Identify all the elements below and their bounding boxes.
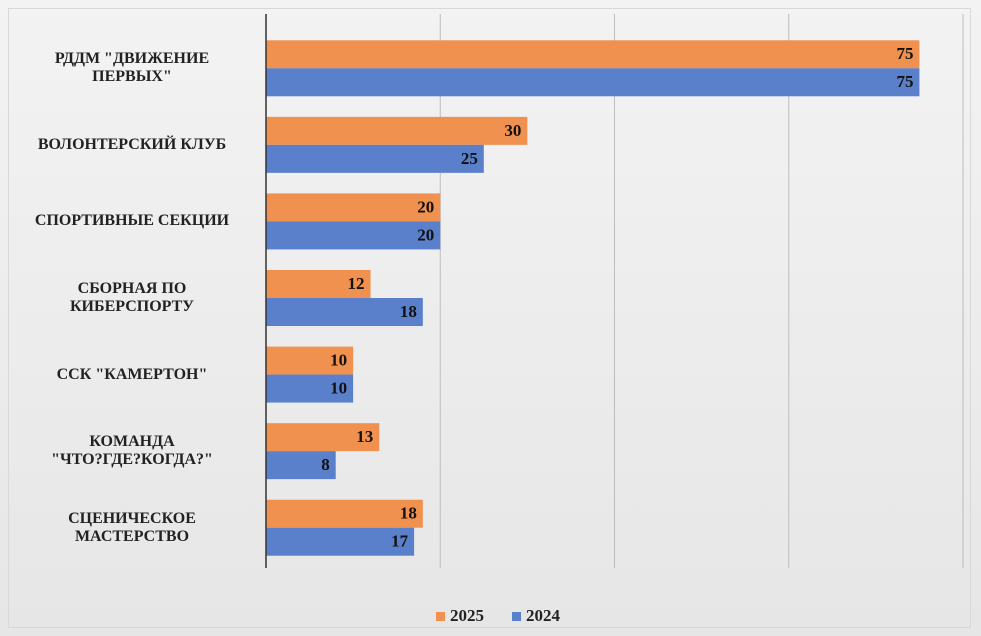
bar bbox=[266, 116, 528, 145]
data-label: 75 bbox=[896, 44, 913, 63]
bar bbox=[266, 527, 415, 556]
data-label: 30 bbox=[504, 121, 521, 140]
data-label: 10 bbox=[330, 378, 347, 397]
bar bbox=[266, 193, 441, 222]
data-label: 25 bbox=[461, 149, 478, 168]
data-label: 20 bbox=[417, 225, 434, 244]
data-label: 18 bbox=[400, 302, 417, 321]
bar bbox=[266, 423, 380, 452]
category-label: РДДМ "ДВИЖЕНИЕ ПЕРВЫХ" bbox=[54, 50, 210, 86]
data-label: 8 bbox=[321, 455, 330, 474]
bar bbox=[266, 40, 920, 69]
category-label: ВОЛОНТЕРСКИЙ КЛУБ bbox=[37, 135, 227, 153]
data-label: 13 bbox=[356, 427, 373, 446]
category-label: ССК "КАМЕРТОН" bbox=[56, 365, 208, 383]
legend-item: 2025 bbox=[436, 606, 484, 626]
bar bbox=[266, 499, 423, 528]
data-label: 17 bbox=[391, 532, 409, 551]
legend-item: 2024 bbox=[512, 606, 560, 626]
data-label: 18 bbox=[400, 504, 417, 523]
data-label: 10 bbox=[330, 350, 347, 369]
bar bbox=[266, 221, 441, 250]
chart-frame bbox=[8, 8, 971, 628]
bar bbox=[266, 68, 920, 97]
data-label: 75 bbox=[896, 72, 913, 91]
bar bbox=[266, 346, 354, 375]
data-label: 20 bbox=[417, 197, 434, 216]
bar bbox=[266, 374, 354, 403]
bar bbox=[266, 270, 371, 298]
legend-swatch bbox=[512, 611, 521, 621]
bar bbox=[266, 298, 423, 326]
category-label: СЦЕНИЧЕСКОЕ МАСТЕРСТВО bbox=[68, 509, 196, 545]
category-label: КОМАНДА "ЧТО?ГДЕ?КОГДА?" bbox=[51, 433, 213, 469]
legend-label: 2025 bbox=[450, 606, 484, 625]
legend-swatch bbox=[436, 611, 445, 621]
category-label: СПОРТИВНЫЕ СЕКЦИИ bbox=[34, 212, 230, 230]
data-label: 12 bbox=[348, 274, 365, 293]
bar bbox=[266, 144, 484, 173]
category-label: СБОРНАЯ ПО КИБЕРСПОРТУ bbox=[69, 280, 195, 315]
legend-label: 2024 bbox=[526, 606, 560, 625]
bar bbox=[266, 451, 336, 480]
